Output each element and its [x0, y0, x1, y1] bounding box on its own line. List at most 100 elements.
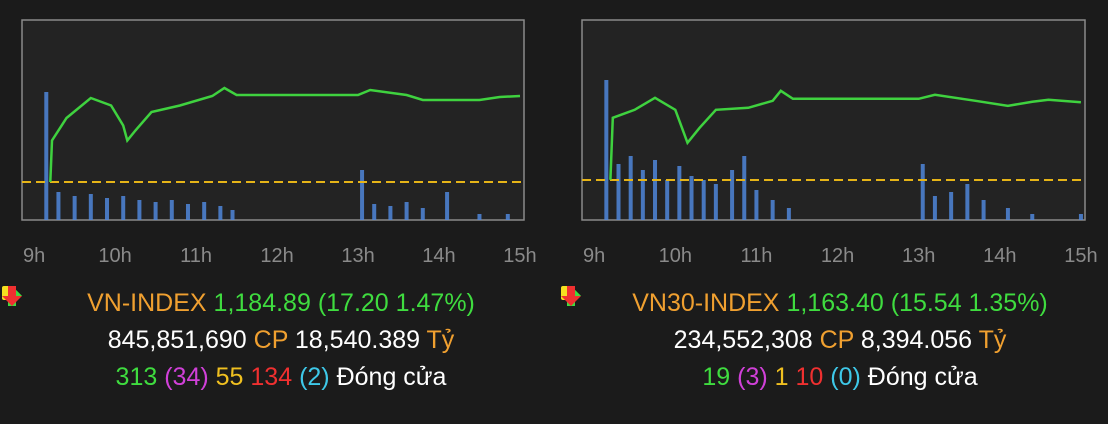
volume-bar	[218, 206, 223, 220]
flat: 55	[215, 363, 244, 391]
volume-bar	[420, 208, 425, 220]
flat: 1	[774, 363, 789, 391]
volume: 845,851,690	[107, 326, 247, 354]
x-tick-label: 11h	[180, 245, 212, 267]
volume-row: 234,552,308 CP 8,394.056 Tỷ	[560, 322, 1108, 359]
status: Đóng cửa	[336, 363, 447, 391]
unit: Tỷ	[426, 326, 455, 354]
x-tick-label: 12h	[821, 245, 854, 267]
volume-bar	[742, 156, 747, 220]
volume-bar	[689, 176, 694, 220]
volume-bar	[44, 92, 49, 220]
index-summary: VN-INDEX 1,184.89 (17.20 1.47%) 845,851,6…	[1, 285, 561, 396]
x-tick-label: 11h	[740, 245, 772, 267]
x-tick-label: 14h	[422, 245, 455, 267]
volume-bar	[730, 170, 735, 220]
volume-bar	[640, 170, 645, 220]
index-line	[609, 89, 1081, 180]
down: 10	[795, 363, 824, 391]
volume-bar	[677, 166, 682, 220]
turnover: 18,540.389	[294, 326, 421, 354]
x-tick-label: 14h	[983, 245, 1016, 267]
volume-bar	[360, 170, 365, 220]
down: 134	[250, 363, 293, 391]
volume-bar	[920, 164, 925, 220]
change: (17.20 1.47%)	[317, 289, 475, 317]
down-arrow	[561, 286, 581, 306]
price-row: VN-INDEX 1,184.89 (17.20 1.47%)	[1, 285, 561, 322]
down-arrow	[2, 286, 22, 306]
volume-bar	[230, 210, 235, 220]
volume-bar	[932, 196, 937, 220]
unit: Tỷ	[978, 326, 1007, 354]
volume-bar	[653, 160, 658, 220]
volume-bar	[665, 180, 670, 220]
volume-bar	[56, 192, 61, 220]
volume-bar	[505, 214, 510, 220]
volume-bar	[121, 196, 126, 220]
volume-bar	[445, 192, 450, 220]
volume: 234,552,308	[673, 326, 813, 354]
volume-bar	[616, 164, 621, 220]
change: (15.54 1.35%)	[890, 289, 1048, 317]
volume-bar	[404, 202, 409, 220]
volume-bar	[372, 204, 377, 220]
x-tick-label: 15h	[503, 245, 536, 267]
x-tick-label: 9h	[583, 245, 605, 267]
status: Đóng cửa	[867, 363, 978, 391]
volume-bar	[185, 204, 190, 220]
volume-bar	[981, 200, 986, 220]
up: 19	[702, 363, 731, 391]
volume-bar	[72, 196, 77, 220]
volume-bar	[88, 194, 93, 220]
volume-bar	[965, 184, 970, 220]
volume-bar	[786, 208, 791, 220]
x-tick-label: 13h	[902, 245, 935, 267]
volume-bar	[604, 80, 609, 220]
volume-row: 845,851,690 CP 18,540.389 Tỷ	[1, 322, 561, 359]
index-line	[49, 86, 521, 183]
plot-area	[581, 19, 1086, 221]
floor: (0)	[830, 363, 861, 391]
x-tick-label: 15h	[1064, 245, 1097, 267]
volume-bar	[770, 200, 775, 220]
index-summary: VN30-INDEX 1,163.40 (15.54 1.35%) 234,552…	[560, 285, 1108, 396]
volume-bar	[153, 202, 158, 220]
up: 313	[115, 363, 158, 391]
volume-bar	[137, 200, 142, 220]
name: VN-INDEX	[87, 289, 207, 317]
volume-bar	[388, 206, 393, 220]
x-tick-label: 12h	[260, 245, 293, 267]
ceiling: (34)	[164, 363, 209, 391]
breadth-row: 313 (34) 55 134 (2) Đóng cửa	[1, 286, 561, 396]
ceiling: (3)	[737, 363, 768, 391]
volume-bar	[1078, 214, 1083, 220]
value: 1,184.89	[213, 289, 311, 317]
volume-bar	[105, 198, 110, 220]
x-tick-label: 9h	[23, 245, 45, 267]
breadth-row: 19 (3) 1 10 (0) Đóng cửa	[560, 286, 1108, 396]
turnover: 8,394.056	[860, 326, 973, 354]
cp: CP	[253, 326, 288, 354]
cp: CP	[819, 326, 854, 354]
x-tick-label: 10h	[98, 245, 131, 267]
plot-area	[21, 19, 525, 221]
x-tick-label: 10h	[659, 245, 692, 267]
volume-bar	[713, 184, 718, 220]
price-row: VN30-INDEX 1,163.40 (15.54 1.35%)	[560, 285, 1108, 322]
volume-bar	[1005, 208, 1010, 220]
value: 1,163.40	[786, 289, 884, 317]
volume-bar	[701, 180, 706, 220]
floor: (2)	[299, 363, 330, 391]
volume-bar	[949, 192, 954, 220]
volume-bar	[628, 156, 633, 220]
name: VN30-INDEX	[632, 289, 780, 317]
volume-bar	[477, 214, 482, 220]
x-tick-label: 13h	[341, 245, 374, 267]
volume-bar	[202, 202, 207, 220]
volume-bar	[1030, 214, 1035, 220]
volume-bar	[754, 190, 759, 220]
volume-bar	[169, 200, 174, 220]
